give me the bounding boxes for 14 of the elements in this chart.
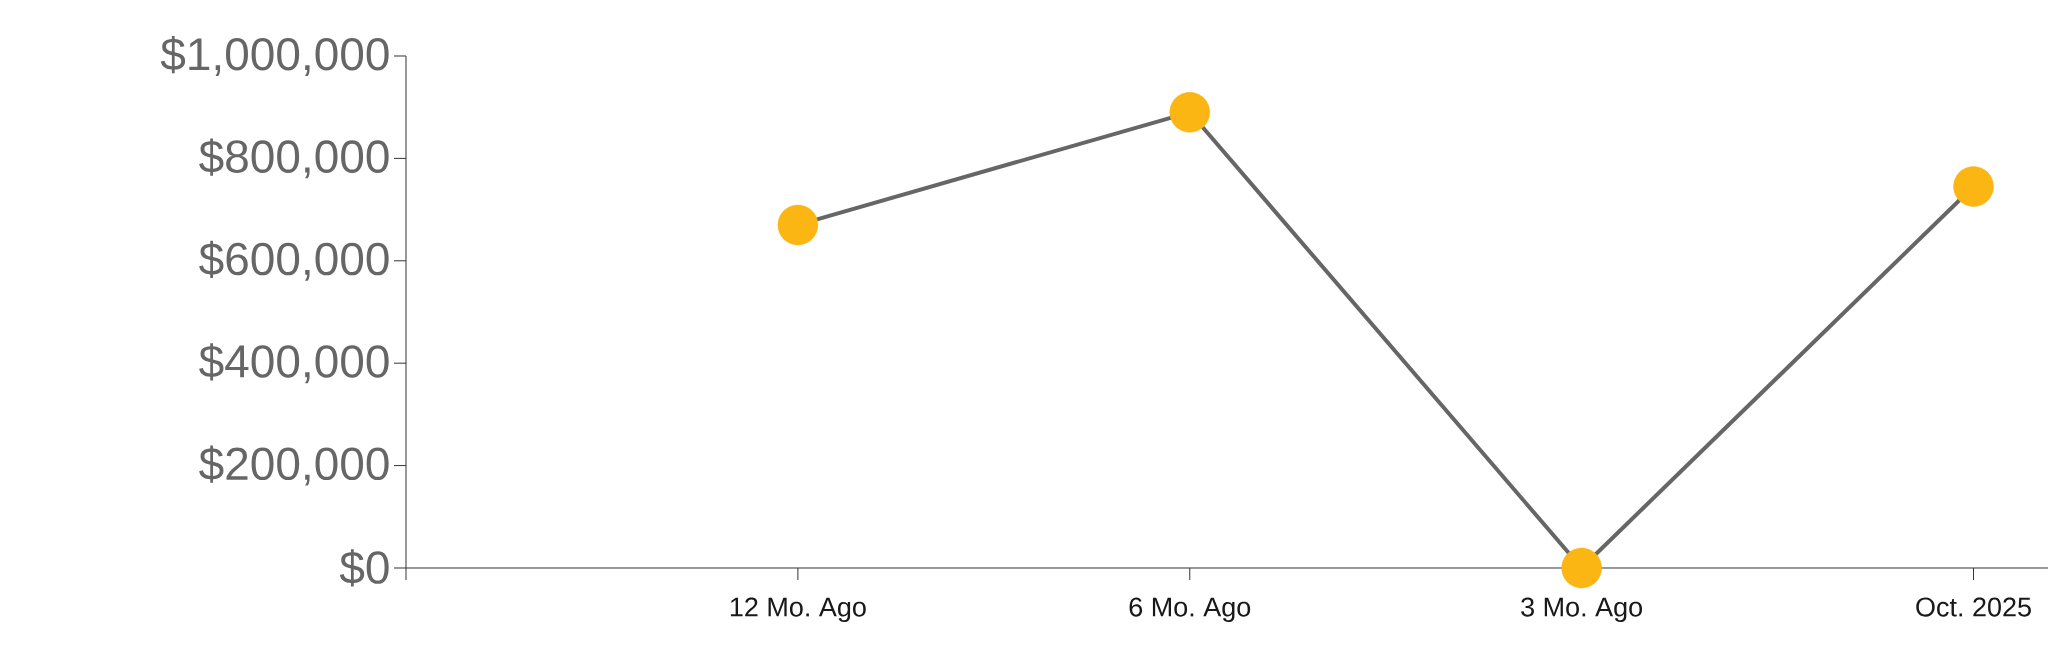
y-tick-label: $800,000 (199, 138, 389, 179)
point (1169, 92, 1210, 133)
x-tick-label: 12 Mo. Ago (730, 597, 866, 622)
x-tick-label: Oct. 2025 (1916, 597, 2031, 617)
y-tick-label: $400,000 (199, 343, 389, 384)
point (777, 204, 819, 246)
x-tick-label: 3 Mo. Ago (1521, 597, 1642, 622)
y-tick-label: $0 (339, 549, 389, 587)
y-tick-label: $1,000,000 (160, 36, 389, 76)
y-tick-label: $600,000 (199, 240, 389, 281)
point (1561, 547, 1602, 589)
y-tick-label: $200,000 (199, 445, 389, 486)
point (1953, 166, 1994, 207)
x-tick-label: 6 Mo. Ago (1129, 597, 1251, 622)
